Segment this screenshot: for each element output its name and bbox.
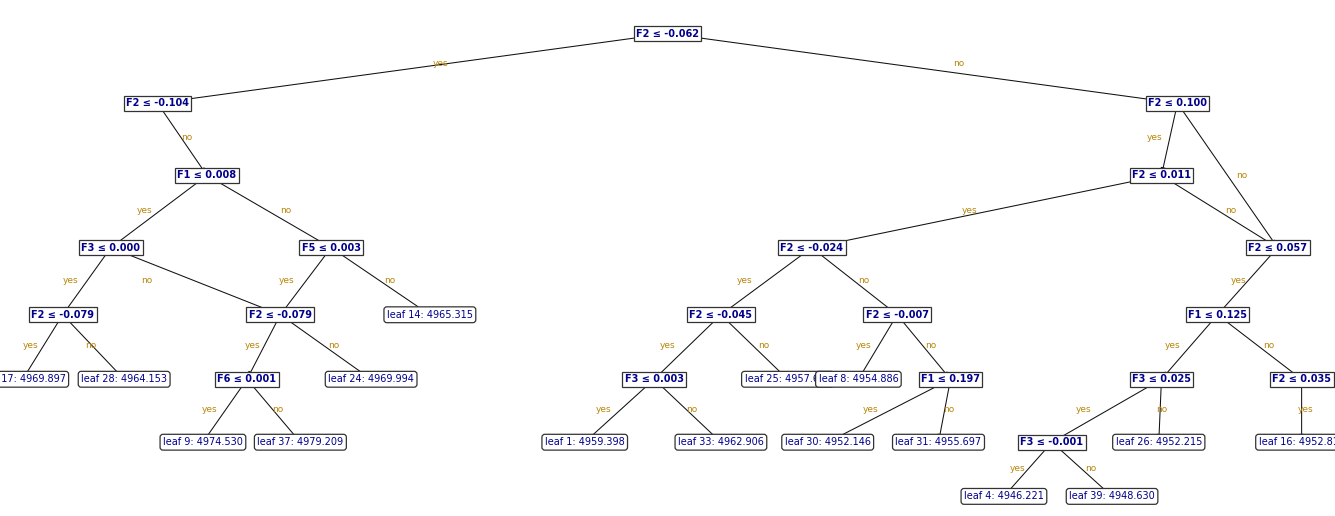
Text: yes: yes (1231, 276, 1247, 285)
Text: yes: yes (595, 405, 611, 414)
Text: leaf 24: 4969.994: leaf 24: 4969.994 (328, 374, 414, 384)
Text: no: no (858, 276, 869, 285)
Text: F3 ≤ 0.000: F3 ≤ 0.000 (81, 243, 140, 253)
Text: no: no (1226, 206, 1236, 215)
Text: F2 ≤ -0.104: F2 ≤ -0.104 (125, 98, 190, 108)
Text: no: no (328, 341, 339, 350)
Text: F2 ≤ 0.100: F2 ≤ 0.100 (1148, 98, 1207, 108)
Text: yes: yes (862, 405, 878, 414)
Text: leaf 8: 4954.886: leaf 8: 4954.886 (818, 374, 898, 384)
Text: F3 ≤ -0.001: F3 ≤ -0.001 (1020, 437, 1084, 447)
Text: F2 ≤ -0.079: F2 ≤ -0.079 (31, 310, 95, 320)
Text: no: no (953, 59, 964, 69)
Text: no: no (925, 341, 936, 350)
Text: F2 ≤ 0.011: F2 ≤ 0.011 (1132, 170, 1191, 181)
Text: leaf 17: 4969.897: leaf 17: 4969.897 (0, 374, 65, 384)
Text: F2 ≤ -0.024: F2 ≤ -0.024 (780, 243, 844, 253)
Text: yes: yes (136, 206, 152, 215)
Text: F1 ≤ 0.125: F1 ≤ 0.125 (1188, 310, 1247, 320)
Text: leaf 25: 4957.600: leaf 25: 4957.600 (745, 374, 830, 384)
Text: yes: yes (856, 341, 872, 350)
Text: yes: yes (202, 405, 218, 414)
Text: yes: yes (433, 59, 449, 69)
Text: leaf 37: 4979.209: leaf 37: 4979.209 (258, 437, 343, 447)
Text: leaf 16: 4952.818: leaf 16: 4952.818 (1259, 437, 1335, 447)
Text: F2 ≤ 0.035: F2 ≤ 0.035 (1272, 374, 1331, 384)
Text: F3 ≤ 0.003: F3 ≤ 0.003 (625, 374, 684, 384)
Text: yes: yes (1298, 405, 1314, 414)
Text: no: no (686, 405, 697, 414)
Text: leaf 9: 4974.530: leaf 9: 4974.530 (163, 437, 243, 447)
Text: yes: yes (961, 206, 977, 215)
Text: no: no (944, 405, 955, 414)
Text: no: no (280, 206, 291, 215)
Text: yes: yes (1147, 133, 1163, 142)
Text: no: no (182, 133, 192, 142)
Text: leaf 1: 4959.398: leaf 1: 4959.398 (545, 437, 625, 447)
Text: leaf 26: 4952.215: leaf 26: 4952.215 (1116, 437, 1202, 447)
Text: leaf 14: 4965.315: leaf 14: 4965.315 (387, 310, 473, 320)
Text: no: no (272, 405, 283, 414)
Text: F5 ≤ 0.003: F5 ≤ 0.003 (302, 243, 360, 253)
Text: F3 ≤ 0.025: F3 ≤ 0.025 (1132, 374, 1191, 384)
Text: no: no (1085, 463, 1096, 473)
Text: yes: yes (1164, 341, 1180, 350)
Text: yes: yes (244, 341, 260, 350)
Text: yes: yes (659, 341, 676, 350)
Text: yes: yes (737, 276, 753, 285)
Text: yes: yes (1009, 463, 1025, 473)
Text: no: no (384, 276, 395, 285)
Text: F2 ≤ -0.062: F2 ≤ -0.062 (635, 28, 700, 39)
Text: F2 ≤ -0.007: F2 ≤ -0.007 (865, 310, 929, 320)
Text: yes: yes (279, 276, 295, 285)
Text: yes: yes (1076, 405, 1092, 414)
Text: F2 ≤ -0.079: F2 ≤ -0.079 (248, 310, 312, 320)
Text: F1 ≤ 0.197: F1 ≤ 0.197 (921, 374, 980, 384)
Text: F2 ≤ 0.057: F2 ≤ 0.057 (1248, 243, 1307, 253)
Text: F1 ≤ 0.008: F1 ≤ 0.008 (178, 170, 236, 181)
Text: leaf 39: 4948.630: leaf 39: 4948.630 (1069, 491, 1155, 502)
Text: leaf 33: 4962.906: leaf 33: 4962.906 (678, 437, 764, 447)
Text: yes: yes (63, 276, 79, 285)
Text: leaf 4: 4946.221: leaf 4: 4946.221 (964, 491, 1044, 502)
Text: leaf 31: 4955.697: leaf 31: 4955.697 (896, 437, 981, 447)
Text: no: no (85, 341, 96, 350)
Text: F6 ≤ 0.001: F6 ≤ 0.001 (218, 374, 276, 384)
Text: no: no (142, 276, 152, 285)
Text: F2 ≤ -0.045: F2 ≤ -0.045 (689, 310, 753, 320)
Text: leaf 30: 4952.146: leaf 30: 4952.146 (785, 437, 870, 447)
Text: no: no (1236, 171, 1247, 180)
Text: no: no (1263, 341, 1274, 350)
Text: no: no (758, 341, 769, 350)
Text: leaf 28: 4964.153: leaf 28: 4964.153 (81, 374, 167, 384)
Text: no: no (1156, 405, 1167, 414)
Text: yes: yes (23, 341, 39, 350)
